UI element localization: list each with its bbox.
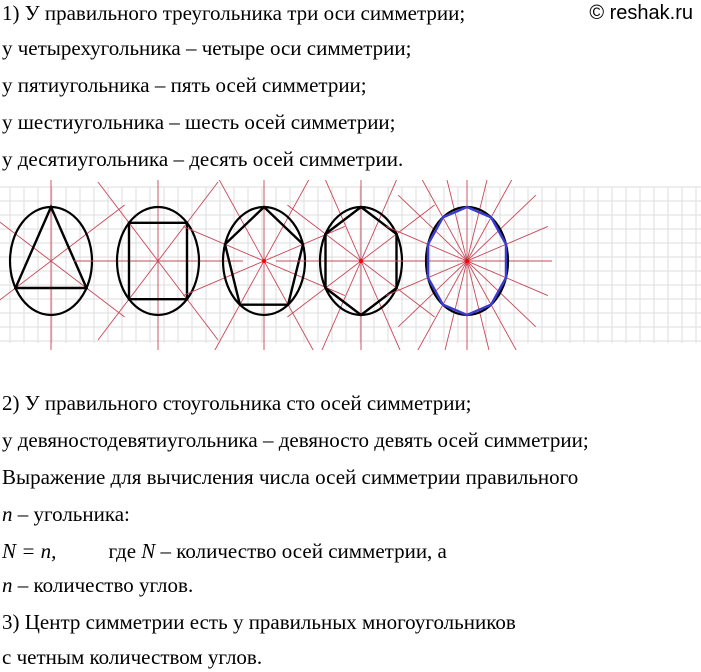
text: – количество углов. [12, 573, 194, 597]
text-line: у девяностодевятиугольника – девяносто д… [2, 428, 589, 452]
polygon-4 [127, 221, 189, 301]
circumcircle [115, 205, 201, 317]
formula-line: N = n, где N – количество осей симметрии,… [2, 538, 447, 564]
variable-n: n [2, 502, 13, 526]
symmetry-figures [0, 180, 701, 350]
symmetry-axis [0, 221, 125, 318]
text-line: 2) У правильного стоугольника сто осей с… [2, 391, 472, 415]
text-line: у десятиугольника – десять осей симметри… [2, 147, 404, 171]
text: – угольника: [12, 502, 130, 526]
polygon-5 [223, 205, 305, 306]
text-line: n – количество углов. [2, 572, 193, 598]
polygon-3 [13, 204, 89, 290]
text-line: у пятиугольника – пять осей симметрии; [2, 73, 367, 97]
center-point [465, 259, 469, 263]
symmetry-axis [97, 181, 219, 341]
text-line: у четырехугольника – четыре оси симметри… [2, 36, 412, 60]
text-line: у шестиугольника – шесть осей симметрии; [2, 110, 396, 134]
text: – количество осей симметрии, а [155, 539, 447, 563]
text-line: n – угольника: [2, 501, 130, 527]
polygon-6 [324, 205, 398, 317]
center-point [359, 259, 363, 263]
text: где [108, 539, 142, 563]
variable-N: N [141, 539, 156, 563]
text-line: с четным количеством углов. [2, 645, 263, 669]
formula: N = n, [2, 539, 57, 563]
center-point [262, 259, 266, 263]
watermark: © reshak.ru [589, 2, 693, 24]
polygon-10 [426, 205, 508, 317]
text-line: Выражение для вычисления числа осей симм… [2, 465, 579, 489]
text-line: 3) Центр симметрии есть у правильных мно… [2, 610, 516, 634]
text-line: 1) У правильного треугольника три оси си… [2, 1, 466, 25]
variable-n: n [2, 573, 13, 597]
